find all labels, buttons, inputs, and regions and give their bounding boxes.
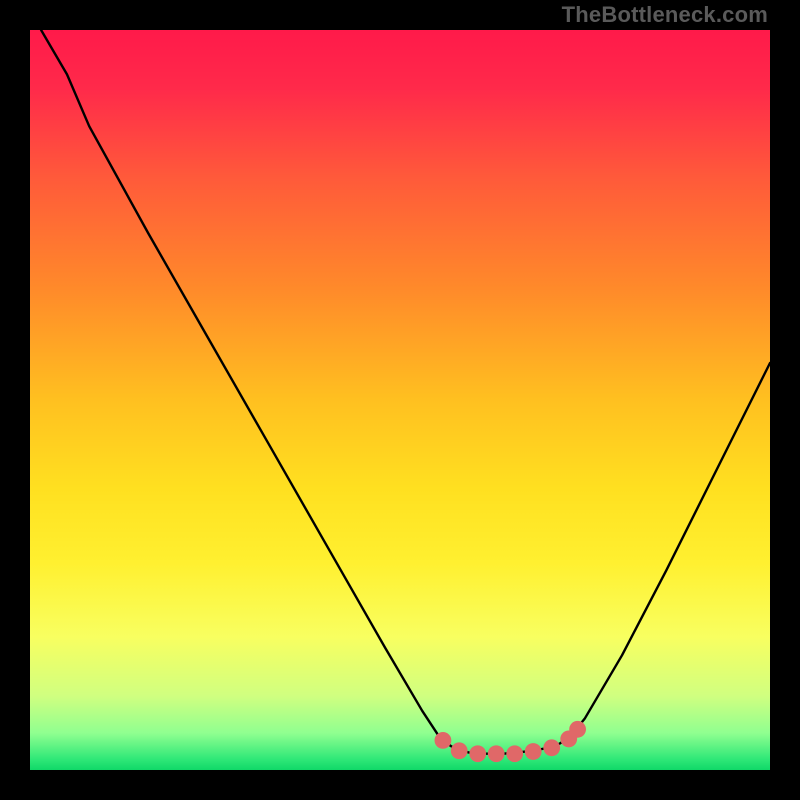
marker-dot [435, 732, 452, 749]
marker-dot [469, 745, 486, 762]
plot-area [30, 30, 770, 770]
curve-layer [30, 30, 770, 770]
watermark-text: TheBottleneck.com [562, 2, 768, 28]
marker-group [435, 721, 586, 762]
marker-dot [506, 745, 523, 762]
marker-dot [543, 739, 560, 756]
chart-container: TheBottleneck.com [0, 0, 800, 800]
marker-dot [451, 742, 468, 759]
marker-dot [525, 743, 542, 760]
marker-dot [569, 721, 586, 738]
marker-dot [488, 745, 505, 762]
bottleneck-curve [41, 30, 770, 754]
